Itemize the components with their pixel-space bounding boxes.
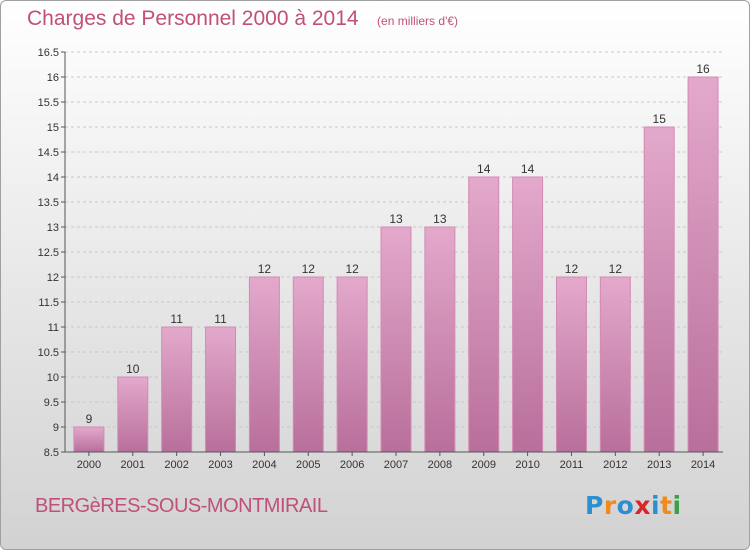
value-label-2003: 11 — [214, 312, 227, 326]
x-axis: 2000 2001 2002 2003 2004 2005 2006 2007 2008 2009… — [65, 451, 723, 471]
value-label-2006: 12 — [345, 262, 359, 276]
value-label-2011: 12 — [565, 262, 579, 276]
logo-letter: i — [672, 491, 682, 520]
logo-letter: i — [651, 491, 661, 520]
chart-title: Charges de Personnel 2000 à 2014 — [27, 7, 359, 30]
y-tick-label: 9.5 — [44, 397, 59, 409]
y-tick-label: 12 — [47, 272, 59, 284]
bar-2008 — [424, 226, 456, 453]
bar-2003 — [205, 326, 237, 453]
y-tick-label: 16 — [47, 72, 59, 84]
town-name: BERGèRES-SOUS-MONTMIRAIL — [35, 495, 328, 517]
proxiti-logo: Proxiti — [585, 491, 682, 520]
bar-2007 — [380, 226, 412, 453]
y-tick-label: 9 — [53, 422, 59, 434]
x-tick-label-2005: 2005 — [296, 459, 320, 471]
x-tick-label-2013: 2013 — [647, 459, 671, 471]
value-label-2014: 16 — [696, 62, 710, 76]
logo-letter: r — [603, 491, 617, 520]
x-tick-label-2014: 2014 — [691, 459, 715, 471]
y-tick-label: 15.5 — [38, 97, 59, 109]
x-tick-label-2003: 2003 — [208, 459, 232, 471]
y-tick-label: 13 — [47, 222, 59, 234]
y-tick-label: 16.5 — [38, 47, 59, 59]
y-tick-label: 15 — [47, 122, 59, 134]
x-tick-label-2010: 2010 — [515, 459, 539, 471]
value-label-2007: 13 — [389, 212, 403, 226]
bar-2012 — [599, 276, 631, 453]
x-tick-label-2002: 2002 — [164, 459, 188, 471]
bar-2011 — [555, 276, 587, 453]
y-tick-label: 10 — [47, 372, 59, 384]
value-label-2008: 13 — [433, 212, 447, 226]
value-label-2013: 15 — [653, 112, 667, 126]
x-tick-label-2012: 2012 — [603, 459, 627, 471]
x-tick-label-2001: 2001 — [121, 459, 145, 471]
chart-subtitle: (en milliers d'€) — [377, 14, 459, 28]
bar-2014 — [687, 76, 719, 453]
bar-2010 — [512, 176, 544, 453]
logo-letter: t — [660, 491, 673, 520]
y-axis: 8.5 9 9.5 10 10.5 11 11.5 12 12.5 13 13.5 14 14.5 15 1… — [38, 47, 66, 459]
bar-2005 — [292, 276, 324, 453]
logo-letter: x — [634, 491, 651, 520]
y-tick-label: 8.5 — [44, 447, 59, 459]
bar-2013 — [643, 126, 675, 453]
value-label-2002: 11 — [170, 312, 183, 326]
title-row: Charges de Personnel 2000 à 2014 (en mil… — [27, 7, 458, 31]
x-tick-label-2011: 2011 — [560, 459, 584, 471]
x-tick-label-2006: 2006 — [340, 459, 364, 471]
logo-letter: P — [585, 491, 604, 520]
value-label-2005: 12 — [302, 262, 316, 276]
y-tick-label: 12.5 — [38, 247, 59, 259]
y-tick-label: 11.5 — [38, 297, 59, 309]
x-tick-label-2004: 2004 — [252, 459, 276, 471]
value-label-2009: 14 — [477, 162, 491, 176]
value-label-2004: 12 — [258, 262, 272, 276]
y-tick-label: 10.5 — [38, 347, 59, 359]
bar-2006 — [336, 276, 368, 453]
x-tick-label-2008: 2008 — [428, 459, 452, 471]
y-tick-label: 11 — [48, 322, 59, 334]
bars: 9 10 11 11 12 12 12 13 13 14 14 12 12 15 16 — [73, 62, 719, 453]
logo-letter: o — [616, 491, 635, 520]
x-tick-label-2000: 2000 — [77, 459, 101, 471]
bar-2002 — [161, 326, 193, 453]
bar-2001 — [117, 376, 149, 453]
bar-2004 — [248, 276, 280, 453]
x-tick-label-2007: 2007 — [384, 459, 408, 471]
y-tick-label: 13.5 — [38, 197, 59, 209]
bar-2009 — [468, 176, 500, 453]
value-label-2012: 12 — [609, 262, 623, 276]
y-tick-label: 14 — [47, 172, 59, 184]
value-label-2000: 9 — [86, 412, 93, 426]
y-tick-label: 14.5 — [38, 147, 59, 159]
value-label-2010: 14 — [521, 162, 535, 176]
bar-2000 — [73, 426, 105, 453]
x-tick-label-2009: 2009 — [471, 459, 495, 471]
value-label-2001: 10 — [126, 362, 140, 376]
